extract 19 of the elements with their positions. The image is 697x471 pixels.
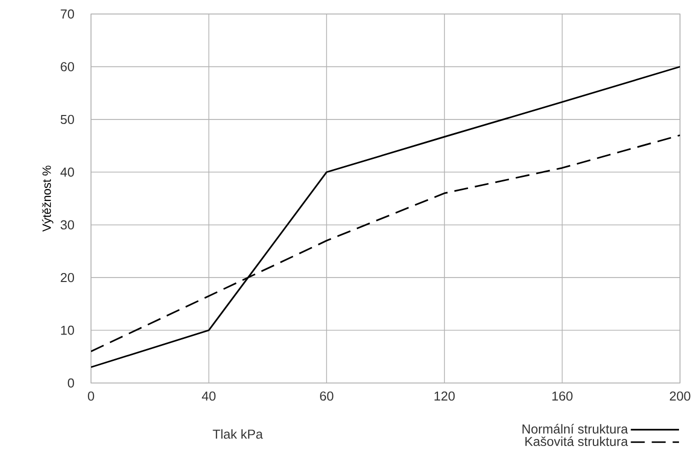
x-tick-label: 200 (670, 391, 690, 401)
x-tick-label: 160 (552, 391, 573, 401)
y-tick-label: 30 (60, 220, 74, 230)
x-axis-title: Tlak kPa (212, 429, 263, 439)
legend-label: Kašovitá struktura (525, 436, 628, 446)
y-tick-label: 20 (60, 272, 74, 282)
y-tick-label: 0 (68, 378, 74, 388)
x-tick-label: 60 (320, 391, 334, 401)
y-tick-label: 60 (60, 62, 74, 72)
x-tick-label: 40 (202, 391, 216, 401)
y-tick-label: 40 (60, 168, 74, 177)
x-tick-label: 120 (434, 391, 455, 401)
y-tick-label: 10 (61, 326, 74, 335)
legend-label: Normální struktura (522, 424, 628, 434)
line-series (91, 66, 680, 368)
x-tick-label: 0 (88, 391, 94, 401)
y-axis-title: Výtěžnost % (42, 166, 54, 232)
y-tick-label: 50 (60, 114, 74, 124)
y-tick-label: 70 (60, 9, 74, 19)
